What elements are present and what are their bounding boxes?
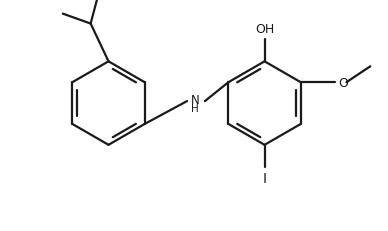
Text: I: I <box>263 171 267 185</box>
Text: O: O <box>338 76 348 89</box>
Text: H: H <box>191 103 199 114</box>
Text: OH: OH <box>255 23 274 36</box>
Text: N: N <box>191 93 199 106</box>
